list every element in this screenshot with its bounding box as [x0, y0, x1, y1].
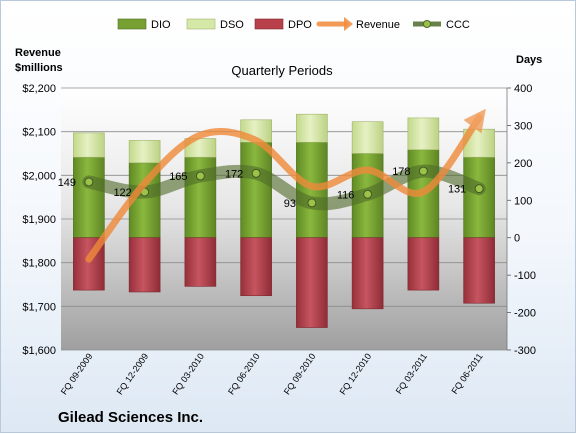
- chart-subtitle: Quarterly Periods: [231, 63, 333, 78]
- left-tick-label: $1,700: [22, 301, 56, 313]
- left-axis-title-line1: Revenue: [15, 47, 61, 59]
- ccc-point: [363, 189, 373, 199]
- bar-dio: [240, 141, 272, 239]
- left-axis-ticks: $1,600 $1,700 $1,800 $1,900 $2,000 $2,100 $2,2…: [22, 83, 56, 357]
- bar-dpo: [463, 237, 495, 304]
- legend-label-dio: DIO: [151, 19, 171, 31]
- legend-swatch-dio: [117, 18, 147, 30]
- ccc-data-label: 165: [169, 171, 187, 183]
- right-axis-ticks: -300 -200 -100 0 100 200 300 400: [506, 83, 536, 357]
- right-tick-label: 0: [514, 233, 520, 245]
- left-tick-label: $1,600: [22, 345, 56, 357]
- ccc-data-label: 172: [225, 168, 243, 180]
- right-tick-label: 300: [514, 120, 532, 132]
- x-tick-label: FQ 06-2010: [226, 351, 262, 396]
- left-tick-label: $1,800: [22, 258, 56, 270]
- legend-label-ccc: CCC: [446, 19, 470, 31]
- legend-arrowhead-revenue: [344, 17, 353, 31]
- legend: DIO DSO DPO Revenue CCC: [117, 17, 470, 31]
- right-tick-label: 200: [514, 158, 532, 170]
- ccc-point: [418, 166, 428, 176]
- x-tick-label: FQ 09-2010: [282, 351, 318, 396]
- right-tick-label: -100: [514, 270, 536, 282]
- ccc-data-label: 93: [284, 198, 296, 210]
- bar-dso: [73, 132, 105, 158]
- left-tick-label: $2,200: [22, 83, 56, 95]
- x-tick-label: FQ 09-2009: [59, 351, 95, 396]
- revenue-line: [85, 108, 486, 263]
- company-name: Gilead Sciences Inc.: [58, 409, 203, 426]
- x-tick-label: FQ 06-2011: [449, 351, 484, 396]
- bar-dpo: [240, 237, 272, 297]
- ccc-line: [82, 164, 486, 211]
- ccc-data-label: 178: [392, 166, 410, 178]
- ccc-data-label: 131: [448, 184, 466, 196]
- legend-label-revenue: Revenue: [356, 19, 400, 31]
- ccc-data-label: 149: [58, 177, 76, 189]
- legend-swatch-dso: [186, 18, 216, 30]
- right-tick-label: 400: [514, 83, 532, 95]
- left-axis-title-line2: $millions: [15, 62, 63, 74]
- bar-dso: [407, 117, 440, 151]
- legend-swatch-dpo: [254, 18, 284, 30]
- x-tick-label: FQ 12-2010: [338, 351, 374, 396]
- right-tick-label: -300: [514, 345, 536, 357]
- bar-dpo: [128, 237, 161, 293]
- x-tick-label: FQ 03-2010: [170, 351, 206, 396]
- ccc-data-label: 122: [113, 187, 131, 199]
- x-tick-label: FQ 12-2009: [115, 351, 151, 396]
- right-tick-label: -200: [514, 308, 536, 320]
- right-axis-title: Days: [516, 54, 542, 66]
- bar-dso: [296, 113, 328, 143]
- bar-dio: [463, 156, 495, 239]
- legend-label-dso: DSO: [220, 19, 244, 31]
- bar-dso: [128, 140, 161, 164]
- bar-dpo: [73, 237, 105, 291]
- left-tick-label: $2,000: [22, 170, 56, 182]
- ccc-point: [195, 171, 205, 181]
- left-tick-label: $2,100: [22, 127, 56, 139]
- x-tick-label: FQ 03-2011: [394, 351, 429, 396]
- x-axis-ticks: FQ 09-2009 FQ 12-2009 FQ 03-2010 FQ 06-2010…: [59, 351, 485, 396]
- left-tick-label: $1,900: [22, 214, 56, 226]
- legend-label-dpo: DPO: [288, 19, 312, 31]
- bar-dpo: [296, 237, 328, 328]
- ccc-point: [307, 198, 317, 208]
- bar-dso: [351, 121, 384, 154]
- ccc-point: [84, 177, 94, 187]
- legend-marker-ccc: [423, 20, 431, 28]
- revenue-series: [85, 108, 486, 263]
- right-tick-label: 100: [514, 195, 532, 207]
- ccc-point: [474, 184, 484, 194]
- bar-dio: [73, 156, 105, 239]
- bar-dpo: [351, 237, 384, 310]
- bar-dio: [296, 141, 328, 239]
- ccc-point: [251, 168, 261, 178]
- bar-dpo: [184, 237, 217, 287]
- ccc-data-label: 116: [337, 189, 355, 201]
- bar-dpo: [407, 237, 440, 291]
- ccc-series: 149 122 165 172 93 116 178 131: [58, 164, 486, 211]
